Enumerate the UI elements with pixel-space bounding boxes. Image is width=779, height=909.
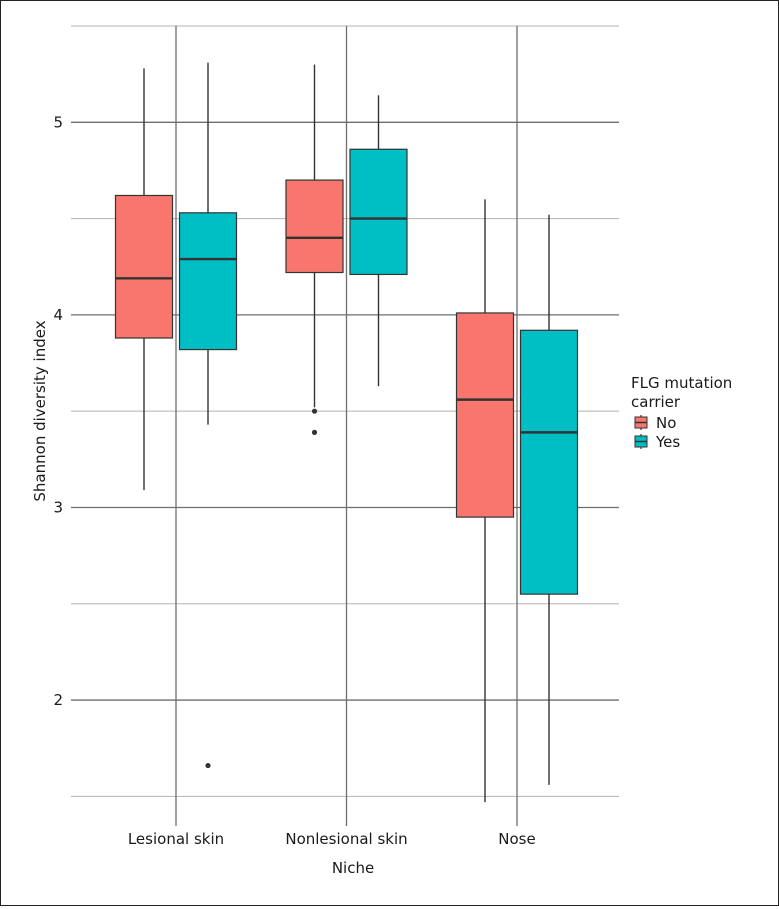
outlier-point bbox=[311, 429, 318, 435]
box-yes-0 bbox=[178, 62, 238, 769]
box-yes-2 bbox=[519, 214, 579, 785]
iqr-box bbox=[178, 212, 238, 351]
outlier-point bbox=[311, 408, 318, 414]
x-tick-label: Nose bbox=[498, 830, 535, 848]
iqr-box bbox=[519, 329, 579, 595]
outlier-point bbox=[205, 762, 211, 769]
y-axis-title: Shannon diversity index bbox=[31, 320, 49, 501]
y-tick-labels: 2 3 4 5 bbox=[53, 113, 63, 709]
box-no-1 bbox=[285, 64, 344, 435]
grid-layer bbox=[71, 25, 619, 826]
legend-label-yes: Yes bbox=[655, 433, 680, 451]
iqr-box bbox=[285, 179, 344, 274]
legend-title-line-1: FLG mutation bbox=[631, 374, 732, 392]
x-tick-label: Nonlesional skin bbox=[285, 830, 407, 848]
iqr-box bbox=[455, 312, 515, 518]
box-no-0 bbox=[114, 68, 174, 491]
x-axis-title: Niche bbox=[332, 859, 374, 877]
x-tick-labels: Lesional skin Nonlesional skin Nose bbox=[128, 830, 536, 848]
y-tick-label: 4 bbox=[53, 306, 63, 324]
legend-key-no: No bbox=[634, 414, 676, 432]
y-tick-label: 2 bbox=[53, 691, 63, 709]
legend-label-no: No bbox=[656, 414, 676, 432]
iqr-box bbox=[349, 148, 408, 276]
x-tick-label: Lesional skin bbox=[128, 830, 224, 848]
iqr-box bbox=[114, 194, 174, 339]
box-layer bbox=[114, 62, 579, 803]
y-tick-label: 5 bbox=[53, 113, 63, 131]
box-no-2 bbox=[455, 199, 515, 803]
legend-title-line-2: carrier bbox=[631, 393, 681, 411]
box-yes-1 bbox=[349, 95, 408, 387]
y-tick-label: 3 bbox=[53, 498, 63, 516]
legend-key-yes: Yes bbox=[634, 433, 680, 451]
